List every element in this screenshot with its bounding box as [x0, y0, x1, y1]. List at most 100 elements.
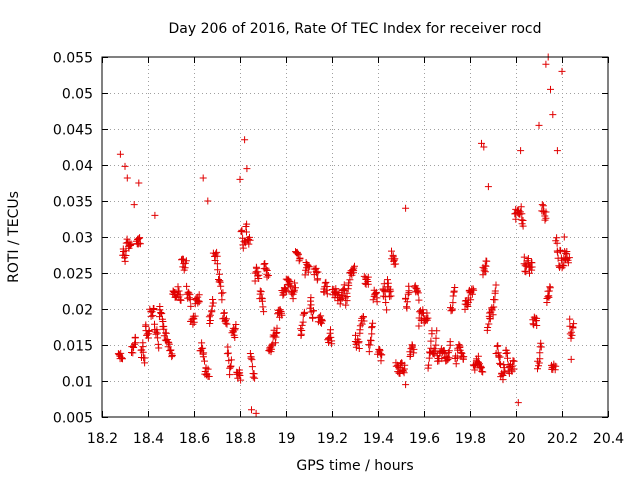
x-tick-label: 20: [508, 431, 526, 447]
data-point: [352, 343, 360, 351]
data-point: [209, 299, 217, 307]
data-point: [492, 281, 500, 289]
data-point: [542, 60, 550, 68]
data-point: [566, 322, 574, 330]
data-point: [273, 329, 281, 336]
data-point: [297, 325, 305, 333]
x-tick-label: 18.8: [225, 431, 256, 447]
data-point: [457, 349, 465, 357]
data-point: [136, 240, 144, 248]
data-point: [345, 281, 353, 289]
data-point: [130, 201, 138, 209]
data-point: [392, 260, 400, 268]
data-point: [410, 345, 418, 353]
data-point: [383, 306, 391, 314]
data-point: [218, 296, 226, 304]
data-point: [156, 303, 164, 310]
data-point: [452, 360, 460, 368]
y-tick-label: 0.055: [53, 51, 93, 67]
data-point: [300, 310, 308, 317]
data-point: [309, 307, 317, 315]
data-point: [510, 365, 518, 373]
data-point: [517, 203, 525, 211]
data-point: [321, 279, 329, 287]
data-point: [427, 344, 435, 352]
data-point: [379, 286, 387, 294]
data-point: [426, 348, 433, 356]
data-point: [364, 280, 372, 288]
data-point: [547, 85, 554, 93]
data-point: [530, 321, 538, 329]
y-axis-title: ROTI / TECUs: [6, 191, 22, 283]
data-point: [328, 337, 336, 345]
data-point: [337, 296, 345, 304]
data-point: [322, 278, 330, 286]
x-axis-title: GPS time / hours: [296, 458, 413, 474]
data-point: [224, 349, 232, 357]
data-point: [214, 266, 222, 274]
data-point: [254, 268, 262, 276]
data-point: [448, 305, 456, 313]
y-tick-label: 0.045: [53, 123, 93, 139]
data-point: [470, 286, 478, 294]
axis-ticks: [102, 57, 609, 418]
data-point: [557, 247, 565, 255]
data-point: [249, 373, 257, 381]
data-point: [162, 329, 170, 337]
data-point: [477, 364, 485, 372]
data-point: [458, 349, 466, 357]
data-point: [182, 257, 190, 265]
data-point: [533, 322, 541, 329]
data-point: [484, 324, 492, 331]
data-point: [241, 136, 249, 144]
data-point: [567, 328, 575, 336]
data-point: [567, 355, 575, 363]
data-point: [460, 353, 468, 361]
data-point: [475, 358, 482, 366]
data-point: [425, 361, 433, 369]
data-point: [414, 289, 422, 297]
data-point: [304, 262, 312, 270]
data-point: [425, 354, 433, 362]
data-point: [427, 337, 435, 345]
data-point: [248, 356, 256, 364]
data-point: [346, 276, 354, 284]
data-point: [516, 208, 524, 216]
data-point: [224, 343, 232, 351]
data-point: [217, 282, 225, 290]
data-point: [117, 349, 125, 357]
data-point: [409, 342, 416, 350]
data-point: [485, 320, 493, 328]
data-point: [121, 162, 129, 170]
x-tick-label: 19: [278, 431, 296, 447]
data-point: [317, 312, 325, 320]
data-point: [445, 347, 453, 355]
data-point: [565, 254, 573, 262]
data-point: [222, 319, 230, 327]
data-point: [351, 262, 358, 270]
data-point: [558, 67, 566, 75]
data-point: [268, 341, 276, 349]
data-point: [123, 174, 131, 182]
data-point: [195, 291, 203, 299]
data-point: [227, 356, 235, 364]
y-tick-label: 0.015: [53, 339, 93, 355]
data-point: [367, 337, 375, 345]
data-point: [423, 309, 431, 317]
data-point: [553, 147, 561, 155]
data-point: [327, 333, 335, 341]
data-point: [159, 318, 167, 325]
data-point: [183, 282, 191, 290]
data-point: [205, 313, 213, 321]
data-point: [246, 236, 254, 244]
data-point: [201, 357, 208, 365]
data-point: [512, 215, 520, 223]
data-point: [533, 314, 541, 322]
data-point: [514, 399, 522, 407]
data-point: [387, 292, 395, 300]
data-point: [566, 315, 574, 323]
data-point: [199, 353, 207, 361]
data-point: [403, 304, 411, 312]
data-point: [560, 262, 568, 270]
data-point: [449, 292, 457, 300]
